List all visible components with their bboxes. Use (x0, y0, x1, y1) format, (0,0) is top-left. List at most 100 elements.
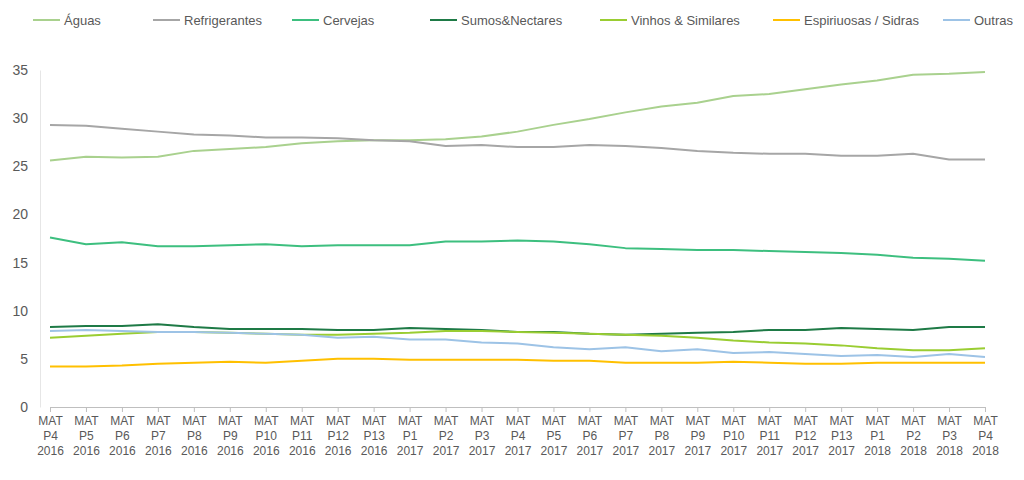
x-tick-mark (194, 407, 195, 412)
x-tick: MATP102016 (253, 407, 280, 458)
y-tick-label: 20 (12, 206, 28, 222)
y-tick-label: 5 (20, 351, 28, 367)
x-axis: MATP42016MATP52016MATP62016MATP72016MATP… (37, 407, 999, 458)
x-tick-label: MATP122017 (792, 414, 819, 458)
legend-item: Espiriuosas / Sidras (773, 13, 919, 28)
x-tick-mark (158, 407, 159, 412)
x-tick-label: MATP12017 (397, 414, 424, 458)
y-tick-label: 35 (12, 62, 28, 78)
y-tick-label: 15 (12, 255, 28, 271)
series-line (50, 125, 985, 160)
x-tick: MATP72017 (613, 407, 640, 458)
x-tick-label: MATP62017 (577, 414, 604, 458)
x-tick: MATP72016 (145, 407, 172, 458)
x-tick-label: MATP92016 (217, 414, 244, 458)
legend-swatch (153, 19, 180, 21)
x-tick: MATP52017 (541, 407, 568, 458)
y-tick: 30 (12, 110, 40, 126)
y-tick-label: 0 (20, 399, 28, 415)
legend-label: Cervejas (323, 13, 375, 28)
x-tick-mark (805, 407, 806, 412)
x-tick-mark (877, 407, 878, 412)
legend-label: Refrigerantes (184, 13, 263, 28)
x-tick: MATP92017 (684, 407, 711, 458)
legend-item: Águas (33, 13, 101, 28)
x-tick: MATP22018 (900, 407, 927, 458)
x-tick-label: MATP62016 (109, 414, 136, 458)
x-tick-mark (589, 407, 590, 412)
legend-swatch (773, 19, 800, 21)
x-tick: MATP92016 (217, 407, 244, 458)
legend-swatch (600, 19, 627, 21)
x-tick: MATP42018 (972, 407, 999, 458)
x-tick: MATP22017 (433, 407, 460, 458)
x-tick: MATP32018 (936, 407, 963, 458)
x-tick: MATP62017 (577, 407, 604, 458)
x-tick: MATP52016 (73, 407, 100, 458)
y-tick: 15 (12, 255, 40, 271)
x-tick-mark (410, 407, 411, 412)
y-axis: 0 5 10 15 20 25 30 35 (12, 62, 40, 415)
x-tick: MATP42017 (505, 407, 532, 458)
series-line (50, 72, 985, 161)
y-tick-label: 25 (12, 158, 28, 174)
x-tick-label: MATP72016 (145, 414, 172, 458)
y-tick: 10 (12, 303, 40, 319)
legend-label: Outras (974, 13, 1014, 28)
x-tick-label: MATP132016 (361, 414, 388, 458)
legend-swatch (33, 19, 60, 21)
x-tick-mark (661, 407, 662, 412)
x-tick: MATP62016 (109, 407, 136, 458)
x-tick-label: MATP22018 (900, 414, 927, 458)
x-tick-label: MATP112016 (289, 414, 316, 458)
x-tick-mark (841, 407, 842, 412)
x-tick-label: MATP72017 (613, 414, 640, 458)
x-tick-label: MATP32018 (936, 414, 963, 458)
y-tick: 0 (20, 399, 40, 415)
x-tick-label: MATP52016 (73, 414, 100, 458)
y-axis-line (40, 71, 41, 408)
x-tick: MATP132016 (361, 407, 388, 458)
x-tick: MATP12018 (864, 407, 891, 458)
x-tick-mark (913, 407, 914, 412)
x-tick-mark (518, 407, 519, 412)
x-tick-mark (302, 407, 303, 412)
x-tick: MATP112016 (289, 407, 316, 458)
x-tick: MATP122017 (792, 407, 819, 458)
legend: Águas Refrigerantes Cervejas Sumos&Nectares… (33, 13, 1014, 28)
x-tick-mark (482, 407, 483, 412)
lines (50, 72, 985, 367)
x-tick-label: MATP82017 (648, 414, 675, 458)
x-tick-label: MATP112017 (756, 414, 783, 458)
y-tick: 5 (20, 351, 40, 367)
legend-item: Sumos&Nectares (430, 13, 563, 28)
y-tick: 25 (12, 158, 40, 174)
x-tick: MATP102017 (720, 407, 747, 458)
x-tick-mark (266, 407, 267, 412)
chart: 05101520253035MATP42016MATP52016MATP6201… (0, 0, 1024, 480)
x-tick: MATP82017 (648, 407, 675, 458)
x-tick-mark (86, 407, 87, 412)
x-tick: MATP82016 (181, 407, 208, 458)
x-tick-mark (230, 407, 231, 412)
x-tick-mark (50, 407, 51, 412)
legend-item: Outras (943, 13, 1014, 28)
x-tick-mark (553, 407, 554, 412)
x-tick-label: MATP42017 (505, 414, 532, 458)
series-line (50, 359, 985, 367)
x-tick-label: MATP102016 (253, 414, 280, 458)
x-tick: MATP12017 (397, 407, 424, 458)
x-tick-label: MATP22017 (433, 414, 460, 458)
x-tick-mark (374, 407, 375, 412)
y-tick: 20 (12, 206, 40, 222)
legend-item: Cervejas (292, 13, 375, 28)
x-tick-label: MATP52017 (541, 414, 568, 458)
series-line (50, 238, 985, 261)
x-tick-mark (446, 407, 447, 412)
series-line (50, 324, 985, 335)
x-tick-label: MATP102017 (720, 414, 747, 458)
x-tick-label: MATP92017 (684, 414, 711, 458)
x-tick-mark (625, 407, 626, 412)
x-tick-label: MATP32017 (469, 414, 496, 458)
x-tick-mark (985, 407, 986, 412)
